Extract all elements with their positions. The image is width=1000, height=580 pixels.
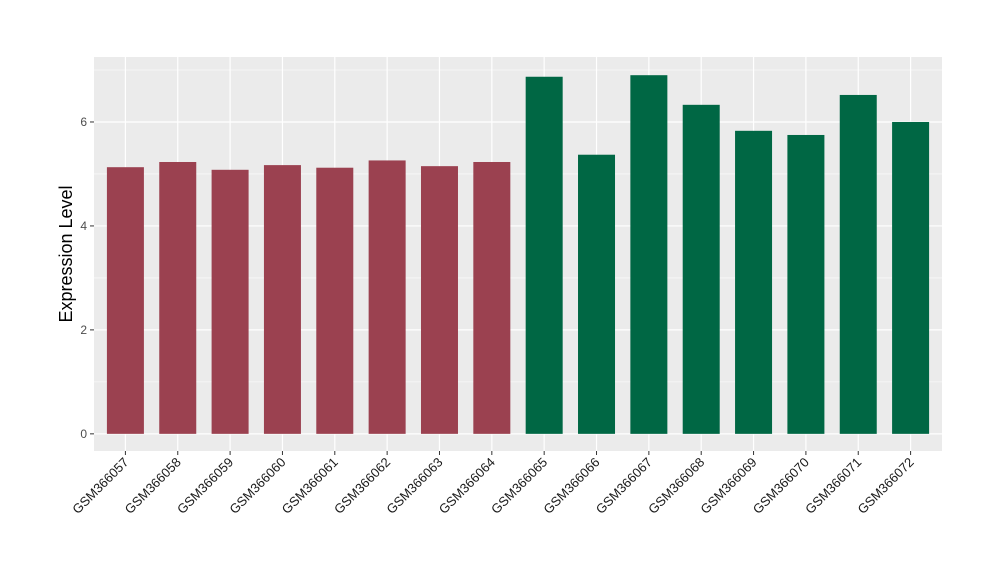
y-tick-label: 4 [80, 219, 87, 233]
bar-GSM366071 [839, 94, 877, 434]
x-tick-label: GSM366072 [854, 455, 916, 517]
bar-GSM366072 [892, 121, 930, 434]
bar-GSM366066 [578, 154, 616, 434]
bar-GSM366070 [787, 134, 825, 434]
y-tick-label: 2 [80, 323, 87, 337]
bar-GSM366062 [368, 160, 406, 434]
y-axis-label: Expression Level [56, 185, 76, 322]
bar-GSM366067 [630, 75, 668, 434]
bar-GSM366058 [159, 161, 197, 434]
bar-GSM366059 [211, 169, 249, 434]
bar-GSM366068 [682, 104, 720, 434]
bar-GSM366065 [525, 76, 563, 434]
y-tick-label: 6 [80, 115, 87, 129]
bar-GSM366061 [316, 167, 354, 434]
y-tick-label: 0 [80, 427, 87, 441]
bar-GSM366060 [263, 165, 301, 434]
bar-GSM366057 [106, 167, 144, 434]
bar-GSM366063 [420, 166, 458, 434]
bar-GSM366069 [735, 130, 773, 434]
bar-GSM366064 [473, 161, 511, 434]
